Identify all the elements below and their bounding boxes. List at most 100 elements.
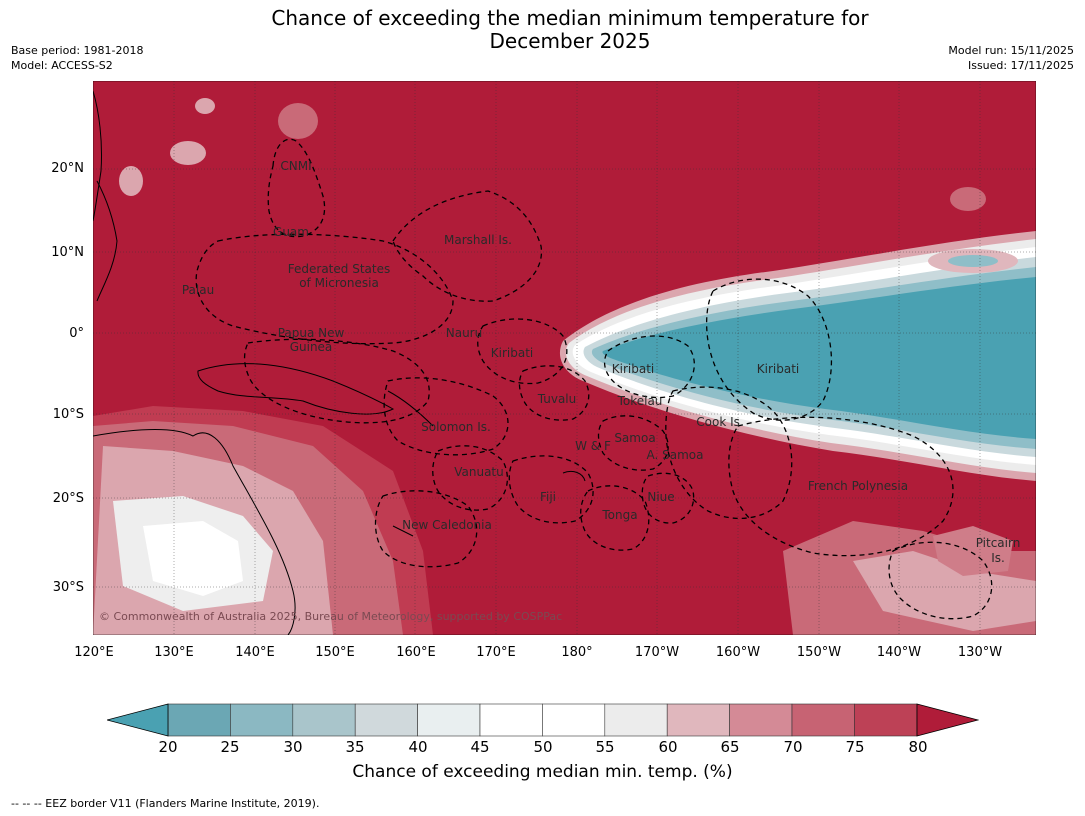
eez-tuvalu [518, 365, 590, 421]
lon-label-160e: 160°E [396, 645, 436, 660]
colorbar-cell [230, 703, 294, 737]
colorbar-cell [729, 703, 793, 737]
lon-label-160w: 160°W [715, 645, 761, 660]
eez-borders [195, 138, 993, 620]
colorbar-tick-60: 60 [658, 738, 678, 756]
northern-patches [119, 98, 986, 211]
place-label-cnmi: CNMI [280, 159, 311, 173]
north-patch-4 [195, 98, 215, 114]
place-label-niue: Niue [647, 490, 674, 504]
colorbar-cell [666, 703, 730, 737]
eez-png [243, 338, 430, 424]
colorbar-tick-40: 40 [408, 738, 428, 756]
lon-label-150e: 150°E [315, 645, 355, 660]
issued-date: Issued: 17/11/2025 [967, 59, 1074, 72]
place-label-png-1: Papua New [278, 326, 345, 340]
eez-kiribati-gilbert [477, 318, 568, 385]
place-label-tonga: Tonga [601, 508, 637, 522]
eez-cnmi [267, 138, 326, 238]
colorbar-cells [167, 703, 918, 737]
eez-solomon [383, 377, 509, 456]
lon-label-130e: 130°E [154, 645, 194, 660]
eez-cook [665, 386, 793, 520]
lat-label-10s: 10°S [52, 407, 84, 422]
eez-vanuatu [432, 445, 508, 511]
place-label-samoa: Samoa [614, 431, 655, 445]
place-label-french-polynesia: French Polynesia [808, 479, 908, 493]
eez-french-polynesia [728, 416, 954, 557]
eez-marshall [392, 190, 543, 302]
colorbar-tick-80: 80 [908, 738, 928, 756]
cool-band-20 [602, 277, 1036, 439]
meta-left: Base period: 1981-2018 Model: ACCESS-S2 [11, 43, 143, 73]
place-label-pitcairn-2: Is. [991, 551, 1005, 565]
colorbar-tick-30: 30 [283, 738, 303, 756]
lon-label-170e: 170°E [476, 645, 516, 660]
place-label-palau: Palau [182, 283, 214, 297]
colorbar-cell [791, 703, 855, 737]
colorbar-cell [354, 703, 418, 737]
eez-fiji [508, 455, 594, 524]
asia-coast [93, 90, 103, 222]
colorbar-tick-50: 50 [533, 738, 553, 756]
north-patch-3 [278, 103, 318, 139]
eez-pitcairn [888, 541, 993, 620]
eez-niue [641, 472, 695, 524]
philippines-coast [96, 180, 118, 302]
model-name: Model: ACCESS-S2 [11, 59, 113, 72]
north-patch-2 [119, 166, 143, 196]
north-patch-5 [950, 187, 986, 211]
colorbar-tick-45: 45 [470, 738, 490, 756]
new-caledonia [392, 525, 414, 537]
eez-kiribati-phoenix [603, 335, 695, 399]
copyright-note: © Commonwealth of Australia 2025, Bureau… [99, 610, 563, 623]
solomon-is-coast [387, 390, 434, 427]
model-run: Model run: 15/11/2025 [948, 44, 1074, 57]
place-label-kiribati-3: Kiribati [757, 362, 799, 376]
eez-footnote: -- -- -- EEZ border V11 (Flanders Marine… [11, 797, 320, 810]
colorbar [107, 703, 979, 737]
colorbar-tick-20: 20 [158, 738, 178, 756]
australia-coast [93, 429, 296, 635]
graticule [93, 81, 1036, 635]
colorbar-cell [479, 703, 543, 737]
pitcairn-patch [933, 526, 1013, 576]
place-label-guam: Guam [273, 225, 309, 239]
lon-label-170w: 170°W [634, 645, 680, 660]
lon-label-120e: 120°E [74, 645, 114, 660]
colorbar-tick-55: 55 [595, 738, 615, 756]
place-label-png-2: Guinea [290, 340, 333, 354]
place-label-tuvalu: Tuvalu [537, 392, 577, 406]
place-label-american-samoa: A. Samoa [647, 448, 704, 462]
colorbar-over-triangle [916, 703, 979, 737]
place-label-fiji: Fiji [540, 490, 556, 504]
new-guinea-coast [197, 363, 395, 415]
meta-right: Model run: 15/11/2025 Issued: 17/11/2025 [948, 43, 1074, 73]
eez-kiribati-line [706, 278, 833, 421]
eez-new-caledonia [374, 490, 478, 568]
base-period: Base period: 1981-2018 [11, 44, 144, 57]
colorbar-cell [542, 703, 606, 737]
colorbar-cell [292, 703, 356, 737]
place-label-vanuatu: Vanuatu [454, 465, 504, 479]
place-label-fsm-2: of Micronesia [299, 276, 379, 290]
lat-label-20s: 20°S [52, 491, 84, 506]
eez-tonga [580, 485, 650, 551]
place-label-fsm-1: Federated States [288, 262, 390, 276]
place-label-cook: Cook Is. [696, 415, 743, 429]
colorbar-tick-75: 75 [845, 738, 865, 756]
colorbar-tick-70: 70 [783, 738, 803, 756]
landmasses [93, 90, 586, 635]
colorbar-cell [854, 703, 918, 737]
map-title: Chance of exceeding the median minimum t… [0, 7, 1085, 53]
title-line-1: Chance of exceeding the median minimum t… [271, 6, 869, 30]
southeast-warm-gradient [783, 521, 1036, 635]
sw-band-white [143, 521, 243, 596]
fiji [562, 470, 586, 482]
lat-label-30s: 30°S [52, 580, 84, 595]
place-label-tokelau: Tokelau [617, 394, 663, 408]
place-label-wallis-futuna: W & F [575, 439, 611, 453]
place-label-kiribati-1: Kiribati [491, 346, 533, 360]
equatorial-cool-tongue [559, 231, 1036, 481]
eez-micronesia [195, 233, 454, 345]
